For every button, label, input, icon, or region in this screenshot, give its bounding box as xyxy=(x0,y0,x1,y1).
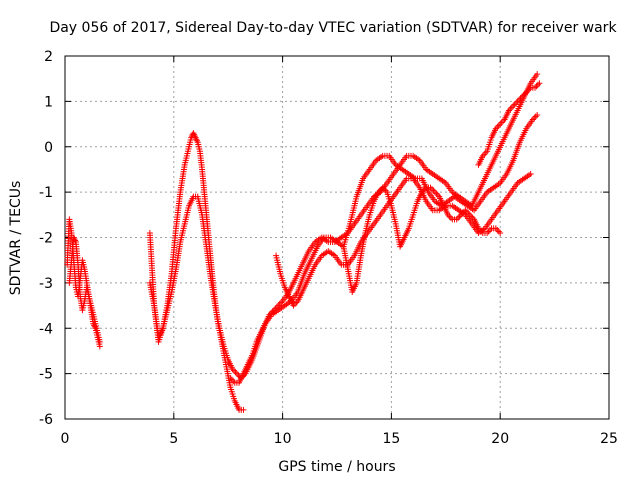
data-point xyxy=(487,226,494,233)
data-point xyxy=(495,122,502,129)
data-point xyxy=(455,214,462,221)
data-point xyxy=(533,83,540,90)
chart-title: Day 056 of 2017, Sidereal Day-to-day VTE… xyxy=(49,20,617,36)
data-point xyxy=(433,190,440,197)
data-point xyxy=(96,343,103,350)
grid-lines xyxy=(65,56,609,419)
data-point xyxy=(497,121,504,128)
data-point xyxy=(232,369,239,376)
data-point xyxy=(527,170,534,177)
data-point xyxy=(495,228,502,235)
axis-ticks xyxy=(64,55,610,420)
y-tick-label: 1 xyxy=(44,94,53,110)
data-series-2 xyxy=(66,234,103,350)
y-tick-label: -2 xyxy=(39,231,53,247)
data-point xyxy=(230,378,237,385)
data-point xyxy=(514,98,521,105)
data-series-8 xyxy=(475,80,543,168)
data-point xyxy=(494,226,501,233)
data-point xyxy=(510,102,517,109)
y-tick-labels: 2 1 0 -1 -2 -3 -4 -5 -6 xyxy=(39,49,53,428)
data-point xyxy=(534,81,541,88)
x-tick-labels: 0 5 10 15 20 25 xyxy=(61,431,618,447)
data-point xyxy=(532,113,539,120)
data-point xyxy=(534,111,541,118)
data-points xyxy=(64,71,543,413)
data-point xyxy=(431,189,438,196)
y-tick-label: 2 xyxy=(44,49,53,65)
y-tick-label: -1 xyxy=(39,185,53,201)
y-tick-label: -6 xyxy=(39,412,53,428)
x-tick-label: 15 xyxy=(382,431,400,447)
data-point xyxy=(430,187,437,194)
y-tick-label: -5 xyxy=(39,367,53,383)
data-series-7 xyxy=(340,184,504,295)
data-point xyxy=(534,71,541,78)
x-tick-label: 25 xyxy=(600,431,618,447)
data-point xyxy=(531,115,538,122)
x-tick-label: 20 xyxy=(491,431,509,447)
data-point xyxy=(497,229,504,236)
y-tick-label: -3 xyxy=(39,276,53,292)
x-tick-label: 10 xyxy=(274,431,292,447)
data-point xyxy=(508,104,515,111)
data-point xyxy=(498,119,505,126)
data-point xyxy=(536,80,543,87)
data-point xyxy=(240,406,247,413)
x-tick-label: 0 xyxy=(61,431,70,447)
data-point xyxy=(233,370,240,377)
data-series-6 xyxy=(273,170,534,309)
data-point xyxy=(447,214,454,221)
data-point xyxy=(465,210,472,217)
y-axis-label: SDTVAR / TECUs xyxy=(8,181,24,296)
x-tick-label: 5 xyxy=(169,431,178,447)
y-tick-label: -4 xyxy=(39,321,53,337)
y-tick-label: 0 xyxy=(44,140,53,156)
x-axis-label: GPS time / hours xyxy=(278,459,395,475)
